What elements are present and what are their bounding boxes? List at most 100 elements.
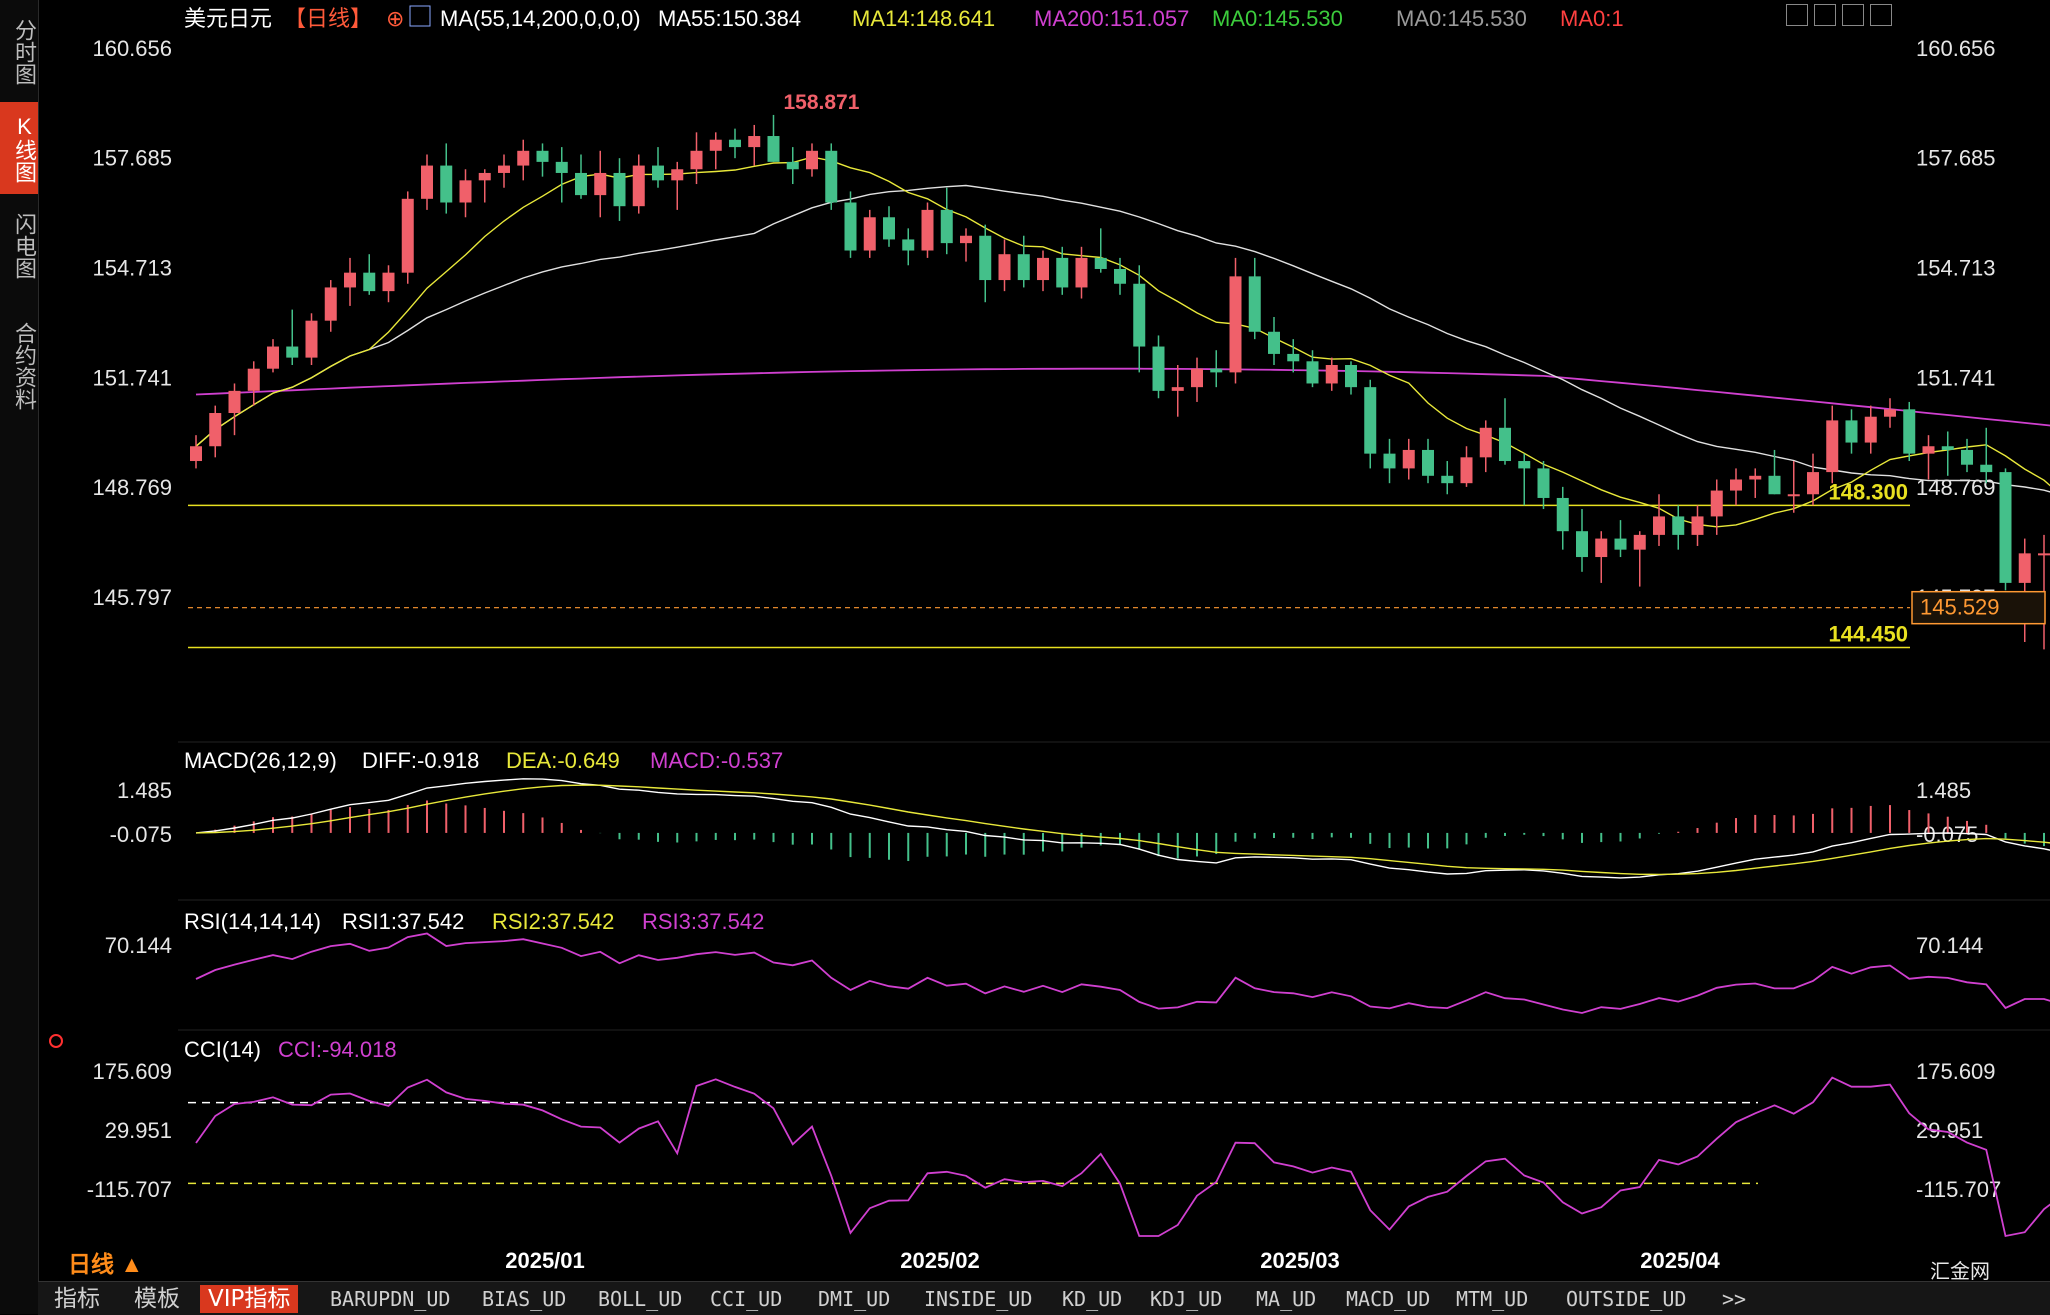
indicator-tab[interactable]: OUTSIDE_UD: [1566, 1287, 1687, 1311]
side-tab-timeshare[interactable]: 分时图: [12, 19, 37, 85]
rsi3-value: RSI3:37.542: [642, 909, 764, 934]
indicator-tab[interactable]: MTM_UD: [1456, 1287, 1529, 1311]
cci-spec: CCI(14): [184, 1037, 261, 1062]
price-tick-left: 145.797: [92, 585, 172, 610]
rsi1-value: RSI1:37.542: [342, 909, 464, 934]
ma55-value: MA55:150.384: [658, 6, 801, 31]
candle-body: [883, 217, 895, 240]
candle-body: [1460, 457, 1473, 484]
macd-diff-line: [195, 778, 2050, 879]
candle-body: [1248, 276, 1261, 332]
indicator-tab[interactable]: BOLL_UD: [598, 1287, 683, 1311]
current-price-box: [1911, 590, 2046, 625]
candle-body: [671, 169, 684, 181]
candle-body: [1075, 257, 1088, 288]
cci-tick-left: 29.951: [105, 1118, 172, 1143]
ma0-red-value: MA0:1: [1560, 6, 1624, 31]
candle-body: [594, 172, 607, 196]
indicator-tab[interactable]: MACD_UD: [1346, 1287, 1431, 1311]
candle-body: [1633, 534, 1646, 550]
candle-body: [806, 150, 818, 170]
candle-body: [940, 209, 953, 244]
candle-body: [690, 150, 703, 170]
candle-body: [748, 136, 761, 148]
candle-body: [1037, 257, 1049, 281]
indicator-tab[interactable]: CCI_UD: [710, 1287, 783, 1311]
indicator-tab[interactable]: KD_UD: [1062, 1287, 1123, 1311]
high-annotation: 158.871: [784, 91, 860, 114]
period-selector: 日线 ▲: [68, 1251, 143, 1277]
candle-body: [1903, 409, 1916, 454]
indicator-tab[interactable]: >>: [1722, 1287, 1747, 1311]
indicator-tab[interactable]: INSIDE_UD: [924, 1287, 1033, 1311]
candle-body: [729, 139, 741, 148]
x-axis-date-label: 2025/04: [1640, 1248, 1720, 1273]
indicator-tab[interactable]: BARUPDN_UD: [330, 1287, 451, 1311]
candle-body: [517, 150, 530, 166]
side-panel: 分时图 K线图 闪电图 合约资料: [0, 0, 39, 1314]
candle-body: [440, 165, 453, 203]
grid-icon[interactable]: [1814, 4, 1836, 26]
price-tick-left: 157.685: [92, 146, 172, 171]
add-icon: ⊕: [386, 6, 404, 31]
candle-body: [1114, 268, 1126, 284]
indicator-tab[interactable]: MA_UD: [1256, 1287, 1317, 1311]
ma14-line: [195, 156, 2050, 528]
candle-body: [555, 161, 568, 173]
candle-body: [1383, 453, 1396, 469]
cci-tick-left: 175.609: [92, 1059, 172, 1084]
candle-body: [324, 287, 337, 321]
cci-tick-right: -115.707: [1916, 1177, 2001, 1202]
macd-tick-right: 1.485: [1916, 778, 1971, 803]
candle-body: [709, 139, 722, 151]
candle-body: [1845, 420, 1858, 443]
candle-body: [1133, 283, 1146, 347]
candle-body: [228, 390, 241, 414]
indicator-tab[interactable]: BIAS_UD: [482, 1287, 567, 1311]
candle-body: [478, 172, 491, 181]
candle-body: [1807, 472, 1819, 495]
indicator-tab[interactable]: 模板: [134, 1286, 180, 1312]
candle-body: [575, 172, 587, 196]
candle-body: [1691, 516, 1704, 535]
candle-body: [1941, 446, 1954, 450]
candle-body: [1749, 475, 1762, 480]
level-label-148300: 148.300: [1828, 479, 1908, 504]
indicator-tab[interactable]: 指标: [54, 1286, 100, 1312]
side-tab-flash[interactable]: 闪电图: [12, 213, 37, 279]
candle-body: [1094, 257, 1107, 269]
crosshair-icon[interactable]: [1786, 4, 1808, 26]
candle-body: [1422, 449, 1434, 476]
candle-body: [536, 150, 549, 162]
candle-body: [767, 136, 780, 162]
candle-body: [1653, 516, 1665, 535]
candle-body: [1017, 254, 1030, 281]
indicator-tab-bar: 指标 模板 VIP指标 BARUPDN_UD BIAS_UD BOLL_UD CCI_UD D…: [38, 1281, 2050, 1315]
price-tick-right: 157.685: [1916, 146, 1996, 171]
candle-body: [1402, 449, 1415, 469]
ma55-line: [195, 184, 2050, 493]
candle-body: [652, 165, 664, 181]
cci-line: [195, 1076, 2050, 1238]
candle-body: [1287, 353, 1300, 362]
candle-body: [401, 198, 414, 273]
candle-body: [1826, 420, 1839, 473]
candle-body: [1710, 490, 1723, 517]
chart-type-icon[interactable]: [1842, 4, 1864, 26]
candle-body: [1556, 497, 1569, 532]
indicator-tab[interactable]: DMI_UD: [818, 1287, 891, 1311]
candle-body: [632, 165, 645, 207]
price-tick-right: 148.769: [1916, 475, 1996, 500]
side-tab-kline[interactable]: K线图: [0, 102, 38, 194]
indicator-tab[interactable]: VIP指标: [200, 1285, 299, 1313]
side-tab-contract[interactable]: 合约资料: [12, 322, 37, 410]
fullscreen-icon[interactable]: [1870, 4, 1892, 26]
price-tick-left: 154.713: [92, 255, 172, 280]
macd-value: MACD:-0.537: [650, 748, 783, 773]
indicator-tab[interactable]: KDJ_UD: [1150, 1287, 1223, 1311]
candle-body: [286, 346, 299, 358]
candle-body: [190, 446, 202, 462]
candle-body: [209, 413, 222, 447]
ma0-gray-value: MA0:145.530: [1396, 6, 1527, 31]
candle-body: [1595, 538, 1608, 558]
